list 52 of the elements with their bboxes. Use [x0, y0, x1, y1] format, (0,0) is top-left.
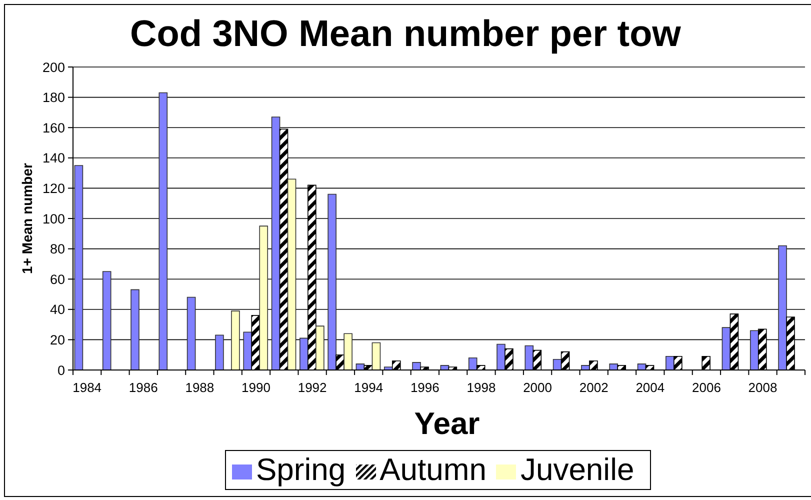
- y-tick-label: 60: [50, 272, 65, 287]
- x-axis-title: Year: [414, 406, 480, 441]
- x-tick-label: 2006: [692, 380, 721, 396]
- y-tick-label: 160: [42, 120, 65, 136]
- legend-label: Autumn: [380, 452, 486, 487]
- bar: [778, 245, 787, 370]
- legend-label: Spring: [256, 452, 346, 487]
- bar: [243, 332, 252, 370]
- x-tick-label: 2000: [523, 380, 552, 396]
- bar: [496, 344, 506, 370]
- bar: [468, 357, 478, 370]
- chart-title: Cod 3NO Mean number per tow: [129, 12, 682, 56]
- y-tick-label: 120: [42, 180, 65, 196]
- x-tick-label: 1998: [466, 380, 496, 396]
- x-tick-label: 1990: [242, 380, 270, 396]
- bar: [328, 194, 336, 370]
- x-tick-label: 2002: [579, 380, 608, 396]
- bar: [186, 296, 196, 370]
- y-tick-label: 100: [42, 211, 65, 226]
- y-tick-label: 0: [57, 362, 65, 378]
- bar: [372, 342, 381, 370]
- bar: [287, 178, 296, 370]
- legend-label: Juvenile: [520, 452, 634, 487]
- y-tick-label: 40: [50, 302, 65, 318]
- y-tick-label: 20: [50, 332, 65, 348]
- bar: [271, 116, 280, 370]
- bar: [215, 334, 224, 370]
- bar: [750, 330, 759, 370]
- x-tick-label: 1988: [185, 380, 214, 396]
- bar: [316, 326, 324, 370]
- y-axis-title: 1+ Mean number: [19, 162, 35, 274]
- x-tick-label: 1984: [72, 380, 102, 396]
- x-tick-label: 1996: [410, 380, 440, 396]
- bar: [524, 345, 534, 370]
- bar: [259, 226, 268, 370]
- x-tick-label: 1992: [298, 380, 327, 396]
- bar: [158, 92, 168, 370]
- y-tick-label: 200: [42, 60, 65, 75]
- y-tick-label: 180: [42, 90, 65, 106]
- x-tick-label: 1994: [354, 380, 384, 396]
- bar: [412, 362, 421, 370]
- bar: [722, 327, 731, 370]
- bar: [344, 333, 352, 370]
- bar: [231, 310, 240, 370]
- bar: [74, 165, 84, 370]
- x-tick-label: 2004: [636, 380, 665, 396]
- x-tick-label: 1986: [128, 380, 158, 396]
- y-tick-label: 80: [50, 242, 65, 257]
- x-tick-label: 2008: [748, 380, 778, 396]
- y-tick-label: 140: [42, 150, 65, 166]
- bar: [130, 289, 140, 370]
- bar: [102, 271, 112, 370]
